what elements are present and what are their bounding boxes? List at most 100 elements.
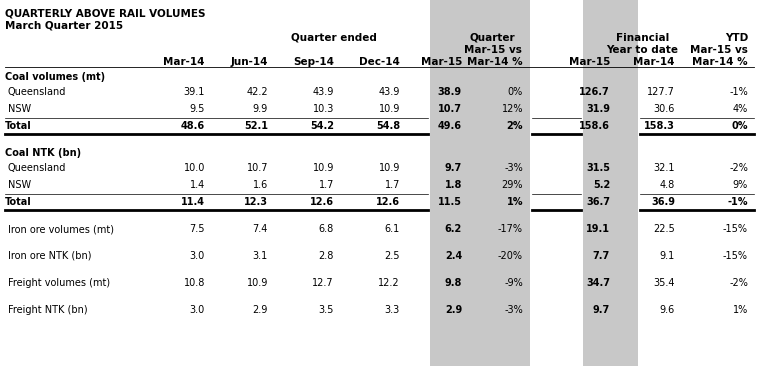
Text: 22.5: 22.5: [653, 224, 675, 234]
Text: 2.8: 2.8: [319, 251, 334, 261]
Text: Financial: Financial: [616, 33, 669, 43]
Text: 126.7: 126.7: [579, 87, 610, 97]
Text: Coal NTK (bn): Coal NTK (bn): [5, 148, 81, 158]
Text: 9.1: 9.1: [660, 251, 675, 261]
Text: -3%: -3%: [504, 163, 523, 173]
Text: NSW: NSW: [8, 104, 31, 114]
Text: 12.3: 12.3: [244, 197, 268, 207]
Text: 30.6: 30.6: [653, 104, 675, 114]
Text: 1.4: 1.4: [190, 180, 205, 190]
Text: YTD: YTD: [725, 33, 748, 43]
Text: 42.2: 42.2: [247, 87, 268, 97]
Text: 36.9: 36.9: [651, 197, 675, 207]
Text: 12.6: 12.6: [376, 197, 400, 207]
Text: 31.9: 31.9: [586, 104, 610, 114]
Text: 4%: 4%: [732, 104, 748, 114]
Text: 19.1: 19.1: [586, 224, 610, 234]
Text: 7.7: 7.7: [593, 251, 610, 261]
Text: 11.4: 11.4: [181, 197, 205, 207]
Text: 6.2: 6.2: [445, 224, 462, 234]
Text: 10.9: 10.9: [313, 163, 334, 173]
Text: 34.7: 34.7: [586, 278, 610, 288]
Text: 10.0: 10.0: [184, 163, 205, 173]
Text: 2.9: 2.9: [445, 305, 462, 315]
Text: Mar-14: Mar-14: [163, 57, 205, 67]
Text: -15%: -15%: [723, 251, 748, 261]
Text: 52.1: 52.1: [244, 121, 268, 131]
Text: Quarter: Quarter: [470, 33, 515, 43]
Text: 0%: 0%: [508, 87, 523, 97]
Text: Mar-15 vs: Mar-15 vs: [690, 45, 748, 55]
Text: -2%: -2%: [729, 278, 748, 288]
Text: 2.5: 2.5: [385, 251, 400, 261]
Text: -2%: -2%: [729, 163, 748, 173]
Text: 10.9: 10.9: [379, 163, 400, 173]
Text: 12%: 12%: [502, 104, 523, 114]
Text: 9%: 9%: [732, 180, 748, 190]
Text: 158.6: 158.6: [579, 121, 610, 131]
Text: 5.2: 5.2: [593, 180, 610, 190]
Text: 10.7: 10.7: [438, 104, 462, 114]
Text: 9.9: 9.9: [253, 104, 268, 114]
Text: 9.7: 9.7: [445, 163, 462, 173]
Text: 12.2: 12.2: [379, 278, 400, 288]
Text: Mar-14: Mar-14: [634, 57, 675, 67]
Text: QUARTERLY ABOVE RAIL VOLUMES: QUARTERLY ABOVE RAIL VOLUMES: [5, 9, 206, 19]
Text: Sep-14: Sep-14: [293, 57, 334, 67]
Text: 10.3: 10.3: [313, 104, 334, 114]
Text: 1.7: 1.7: [319, 180, 334, 190]
Text: 9.7: 9.7: [593, 305, 610, 315]
Text: 6.1: 6.1: [385, 224, 400, 234]
Text: 32.1: 32.1: [653, 163, 675, 173]
Text: 0%: 0%: [732, 121, 748, 131]
Text: -15%: -15%: [723, 224, 748, 234]
Text: 38.9: 38.9: [438, 87, 462, 97]
Text: Coal volumes (mt): Coal volumes (mt): [5, 72, 106, 82]
Text: 1%: 1%: [732, 305, 748, 315]
Text: Year to date: Year to date: [606, 45, 679, 55]
Text: 6.8: 6.8: [319, 224, 334, 234]
Text: 49.6: 49.6: [438, 121, 462, 131]
Text: 10.8: 10.8: [184, 278, 205, 288]
Text: Jun-14: Jun-14: [231, 57, 268, 67]
Text: 2.9: 2.9: [253, 305, 268, 315]
Text: 12.6: 12.6: [310, 197, 334, 207]
Text: -20%: -20%: [498, 251, 523, 261]
Text: 36.7: 36.7: [586, 197, 610, 207]
Text: 43.9: 43.9: [379, 87, 400, 97]
Text: Dec-14: Dec-14: [359, 57, 400, 67]
Text: Freight volumes (mt): Freight volumes (mt): [8, 278, 110, 288]
Text: 43.9: 43.9: [313, 87, 334, 97]
Text: 35.4: 35.4: [653, 278, 675, 288]
Text: 10.9: 10.9: [247, 278, 268, 288]
Text: 48.6: 48.6: [181, 121, 205, 131]
Text: 4.8: 4.8: [660, 180, 675, 190]
Text: 1.8: 1.8: [445, 180, 462, 190]
Text: Freight NTK (bn): Freight NTK (bn): [8, 305, 87, 315]
Text: Mar-14 %: Mar-14 %: [468, 57, 523, 67]
Text: 127.7: 127.7: [647, 87, 675, 97]
Text: Mar-15: Mar-15: [568, 57, 610, 67]
Text: 3.0: 3.0: [190, 251, 205, 261]
Text: 7.4: 7.4: [253, 224, 268, 234]
Text: Mar-15 vs: Mar-15 vs: [464, 45, 521, 55]
Text: 10.7: 10.7: [247, 163, 268, 173]
Text: 54.2: 54.2: [310, 121, 334, 131]
Text: NSW: NSW: [8, 180, 31, 190]
Text: 7.5: 7.5: [190, 224, 205, 234]
Text: -1%: -1%: [727, 197, 748, 207]
Text: 9.6: 9.6: [660, 305, 675, 315]
Text: 39.1: 39.1: [184, 87, 205, 97]
Text: -3%: -3%: [504, 305, 523, 315]
Text: 3.0: 3.0: [190, 305, 205, 315]
Text: 2.4: 2.4: [445, 251, 462, 261]
Text: Iron ore NTK (bn): Iron ore NTK (bn): [8, 251, 92, 261]
Text: Queensland: Queensland: [8, 87, 66, 97]
Text: 31.5: 31.5: [586, 163, 610, 173]
Text: Mar-14 %: Mar-14 %: [692, 57, 748, 67]
Text: 9.8: 9.8: [445, 278, 462, 288]
Text: 1.6: 1.6: [253, 180, 268, 190]
Text: 29%: 29%: [502, 180, 523, 190]
Text: -17%: -17%: [498, 224, 523, 234]
Bar: [583, 0, 638, 366]
